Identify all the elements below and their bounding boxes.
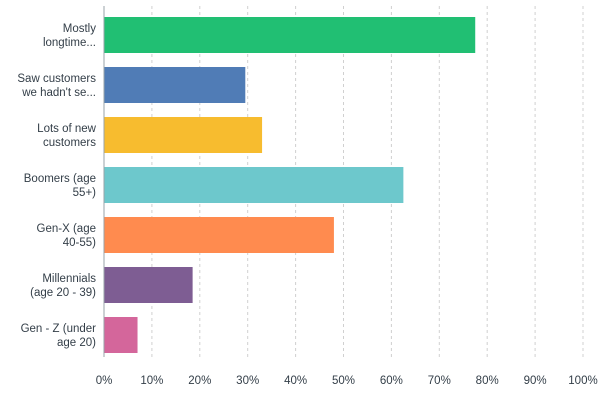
x-tick-label: 30% bbox=[236, 375, 259, 387]
category-label: Gen - Z (under age 20) bbox=[21, 323, 97, 349]
category-label-line: (age 20 - 39) bbox=[30, 287, 96, 299]
category-label-line: 40-55) bbox=[63, 237, 96, 249]
category-label-line: Gen - Z (under bbox=[21, 323, 97, 335]
category-label: Lots of new customers bbox=[37, 123, 97, 149]
category-labels: Mostly longtime... Saw customers we hadn't … bbox=[17, 23, 96, 349]
category-label: Millennials (age 20 - 39) bbox=[30, 273, 96, 299]
x-tick-label: 90% bbox=[524, 375, 547, 387]
bar bbox=[104, 17, 476, 53]
category-label: Boomers (age 55+) bbox=[24, 173, 96, 199]
x-tick-label: 20% bbox=[188, 375, 211, 387]
category-label-line: Millennials bbox=[42, 273, 96, 285]
category-label-line: longtime... bbox=[43, 37, 96, 49]
category-label-line: Boomers (age bbox=[24, 173, 96, 185]
bar bbox=[104, 67, 246, 103]
x-tick-label: 70% bbox=[428, 375, 451, 387]
bars bbox=[104, 17, 476, 353]
category-label-line: Saw customers bbox=[17, 73, 96, 85]
category-label-line: we hadn't se... bbox=[21, 87, 96, 99]
category-label-line: 55+) bbox=[73, 187, 97, 199]
category-label-line: Mostly bbox=[63, 23, 96, 35]
bar bbox=[104, 117, 263, 153]
x-tick-label: 60% bbox=[380, 375, 403, 387]
category-label-line: customers bbox=[43, 137, 96, 149]
category-label-line: Gen-X (age bbox=[37, 223, 96, 235]
category-label-line: Lots of new bbox=[37, 123, 97, 135]
bar bbox=[104, 167, 404, 203]
x-tick-label: 50% bbox=[332, 375, 355, 387]
x-tick-label: 100% bbox=[568, 375, 597, 387]
x-tick-label: 40% bbox=[284, 375, 307, 387]
x-tick-label: 10% bbox=[140, 375, 163, 387]
x-tick-label: 80% bbox=[476, 375, 499, 387]
bar bbox=[104, 217, 334, 253]
bar bbox=[104, 267, 193, 303]
category-label: Saw customers we hadn't se... bbox=[17, 73, 96, 99]
category-label: Gen-X (age 40-55) bbox=[37, 223, 97, 249]
category-label: Mostly longtime... bbox=[43, 23, 96, 49]
x-tick-label: 0% bbox=[96, 375, 113, 387]
x-axis-tick-labels: 0% 10% 20% 30% 40% 50% 60% 70% 80% 90% 100% bbox=[96, 375, 598, 387]
bar bbox=[104, 317, 138, 353]
category-label-line: age 20) bbox=[57, 337, 96, 349]
